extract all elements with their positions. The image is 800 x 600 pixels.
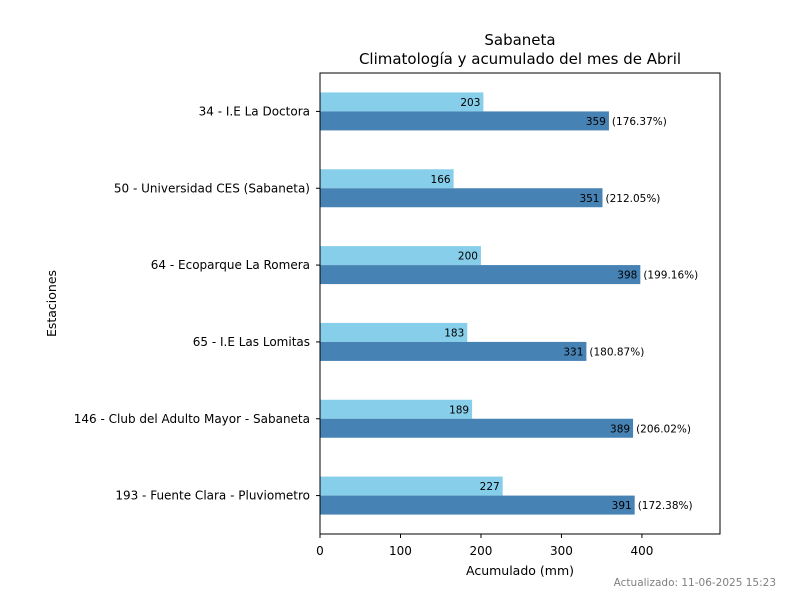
y-ticks-group: 34 - I.E La Doctora 50 - Universidad CES … [74,104,320,503]
x-axis-label: Acumulado (mm) [466,563,574,578]
bar-climatology-value: 166 [431,174,451,186]
x-tick-label: 400 [630,544,653,558]
y-tick-label: 146 - Club del Adulto Mayor - Sabaneta [74,412,310,426]
bar-climatology-value: 200 [458,251,478,263]
y-tick-label: 65 - I.E Las Lomitas [193,335,310,349]
updated-timestamp: Actualizado: 11-06-2025 15:23 [614,577,776,589]
bar-accumulated-value: 359 [586,116,606,128]
bar-accumulated-value: 391 [612,500,632,512]
bars-group: 203 359 (176.37%) 166 351 (212.05%) 200 398 (199… [320,92,698,515]
bar-climatology-value: 227 [480,481,500,493]
plot-frame [319,72,721,535]
y-tick-label: 193 - Fuente Clara - Pluviometro [115,489,310,503]
bar-climatology [320,399,473,419]
bar-climatology-value: 183 [444,327,464,339]
bar-accumulated-percent: (176.37%) [612,116,667,128]
bar-climatology [320,476,503,496]
bar-accumulated [320,418,634,438]
y-tick-label: 50 - Universidad CES (Sabaneta) [114,181,310,195]
bar-accumulated-value: 398 [617,270,637,282]
bar-accumulated-value: 331 [563,346,583,358]
x-tick-label: 200 [470,544,493,558]
y-tick-label: 34 - I.E La Doctora [199,104,310,118]
bar-accumulated [320,188,603,208]
bar-accumulated-percent: (199.16%) [643,270,698,282]
x-tick-label: 0 [316,544,324,558]
bar-accumulated-percent: (212.05%) [605,193,660,205]
bar-climatology [320,92,484,112]
bar-climatology-value: 203 [460,97,480,109]
bar-climatology [320,246,481,266]
bar-accumulated-value: 389 [610,423,630,435]
x-ticks-group: 0 100 200 300 400 [316,534,653,558]
bar-accumulated-percent: (172.38%) [638,500,693,512]
bar-accumulated [320,341,587,361]
bar-climatology [320,322,468,342]
bar-accumulated-percent: (180.87%) [589,346,644,358]
bar-climatology-value: 189 [449,404,469,416]
bar-accumulated-value: 351 [579,193,599,205]
bar-accumulated-percent: (206.02%) [636,423,691,435]
y-tick-label: 64 - Ecoparque La Romera [151,258,310,272]
bar-accumulated [320,265,641,285]
chart-title: Sabaneta [484,31,555,49]
bar-climatology [320,169,454,189]
bar-accumulated [320,495,635,515]
x-tick-label: 100 [389,544,412,558]
chart-subtitle: Climatología y acumulado del mes de Abri… [359,50,681,68]
bar-accumulated [320,111,609,131]
y-axis-label: Estaciones [44,270,59,337]
x-tick-label: 300 [550,544,573,558]
